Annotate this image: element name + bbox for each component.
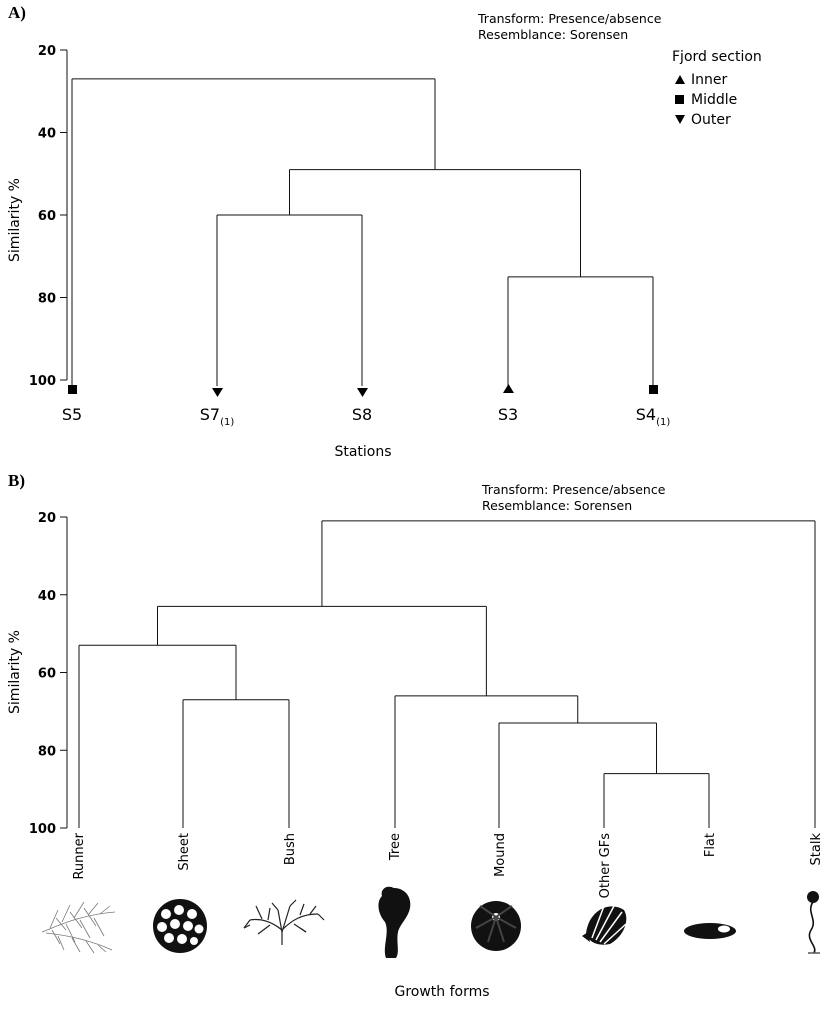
panel-a-y-tick-label-20: 20	[38, 44, 56, 59]
panel-b-tree	[78, 520, 816, 828]
runner-icon	[41, 901, 116, 954]
panel-a-label: A)	[8, 3, 26, 22]
legend-square-icon	[675, 95, 684, 104]
panel-a-resemblance-note: Resemblance: Sorensen	[478, 27, 628, 42]
panel-b-leaf-labels: Runner Sheet Bush Tree Mound Other GFs F…	[72, 832, 824, 898]
leaf-label-s3-text: S3	[498, 405, 518, 424]
leaf-label-s5: S5	[62, 405, 82, 424]
panel-b-y-tick-label-20: 20	[38, 511, 56, 526]
panel-a-y-tick-label-60: 60	[38, 209, 56, 224]
flat-icon	[684, 923, 736, 939]
panel-a-tree	[71, 78, 654, 386]
panel-b-x-axis-title: Growth forms	[394, 984, 489, 1000]
panel-b-y-axis-title: Similarity %	[7, 630, 23, 714]
leaf-label-s7: S7(1)	[200, 405, 235, 428]
leaf-marker-s8-triangle-down-icon	[357, 388, 368, 397]
mound-icon	[471, 901, 521, 951]
legend-item-middle: Middle	[691, 92, 737, 108]
other-gfs-icon	[582, 905, 627, 945]
panel-b-label: B)	[8, 471, 25, 490]
panel-b-y-tick-label-100: 100	[29, 822, 56, 837]
leaf-label-runner: Runner	[72, 832, 87, 879]
sheet-icon	[153, 899, 207, 953]
legend-title: Fjord section	[672, 49, 762, 65]
panel-b: B) Transform: Presence/absence Resemblan…	[7, 471, 824, 1000]
leaf-label-stalk: Stalk	[809, 833, 824, 866]
leaf-label-s7-sub: (1)	[220, 417, 234, 428]
leaf-label-s4-text: S4	[636, 405, 656, 424]
leaf-label-s3: S3	[498, 405, 518, 424]
panel-a-transform-note: Transform: Presence/absence	[477, 11, 662, 26]
panel-b-transform-note: Transform: Presence/absence	[481, 482, 666, 497]
leaf-label-s4-sub: (1)	[656, 417, 670, 428]
legend-triangle-down-icon	[675, 115, 685, 124]
leaf-label-mound: Mound	[493, 833, 508, 877]
leaf-label-bush: Bush	[283, 833, 298, 865]
fjord-section-legend: Fjord section Inner Middle Outer	[672, 49, 762, 128]
legend-triangle-up-icon	[675, 75, 685, 84]
panel-b-y-tick-label-80: 80	[38, 744, 56, 759]
leaf-marker-s4-square-icon	[649, 385, 658, 394]
leaf-label-s8-text: S8	[352, 405, 372, 424]
panel-a: A) Transform: Presence/absence Resemblan…	[7, 3, 762, 460]
leaf-marker-s7-triangle-down-icon	[212, 388, 223, 397]
panel-b-y-tick-label-40: 40	[38, 589, 56, 604]
panel-a-x-axis-title: Stations	[334, 444, 391, 460]
panel-b-y-axis: 20 40 60 80 100	[29, 511, 68, 837]
leaf-marker-s5-square-icon	[68, 385, 77, 394]
leaf-label-sheet: Sheet	[177, 833, 192, 871]
leaf-label-s4: S4(1)	[636, 405, 671, 428]
leaf-marker-s3-triangle-up-icon	[503, 384, 514, 393]
bush-icon	[243, 899, 325, 945]
panel-a-y-tick-label-40: 40	[38, 127, 56, 142]
panel-a-y-axis: 20 40 60 80 100	[29, 44, 68, 389]
leaf-label-s5-text: S5	[62, 405, 82, 424]
leaf-label-other-gfs: Other GFs	[598, 833, 613, 899]
panel-a-leaf-markers	[68, 384, 658, 397]
panel-a-leaf-labels: S5 S7(1) S8 S3 S4(1)	[62, 405, 671, 428]
stalk-icon	[807, 891, 820, 954]
legend-item-outer: Outer	[691, 112, 731, 128]
leaf-label-tree: Tree	[388, 833, 403, 861]
panel-b-resemblance-note: Resemblance: Sorensen	[482, 498, 632, 513]
legend-item-inner: Inner	[691, 72, 727, 88]
leaf-label-s7-text: S7	[200, 405, 220, 424]
tree-icon	[378, 886, 411, 958]
panel-a-y-tick-label-100: 100	[29, 374, 56, 389]
panel-a-y-tick-label-80: 80	[38, 292, 56, 307]
panel-b-y-tick-label-60: 60	[38, 667, 56, 682]
leaf-label-s8: S8	[352, 405, 372, 424]
growth-form-icons	[41, 886, 820, 958]
panel-a-y-axis-title: Similarity %	[7, 178, 23, 262]
leaf-label-flat: Flat	[703, 833, 718, 857]
